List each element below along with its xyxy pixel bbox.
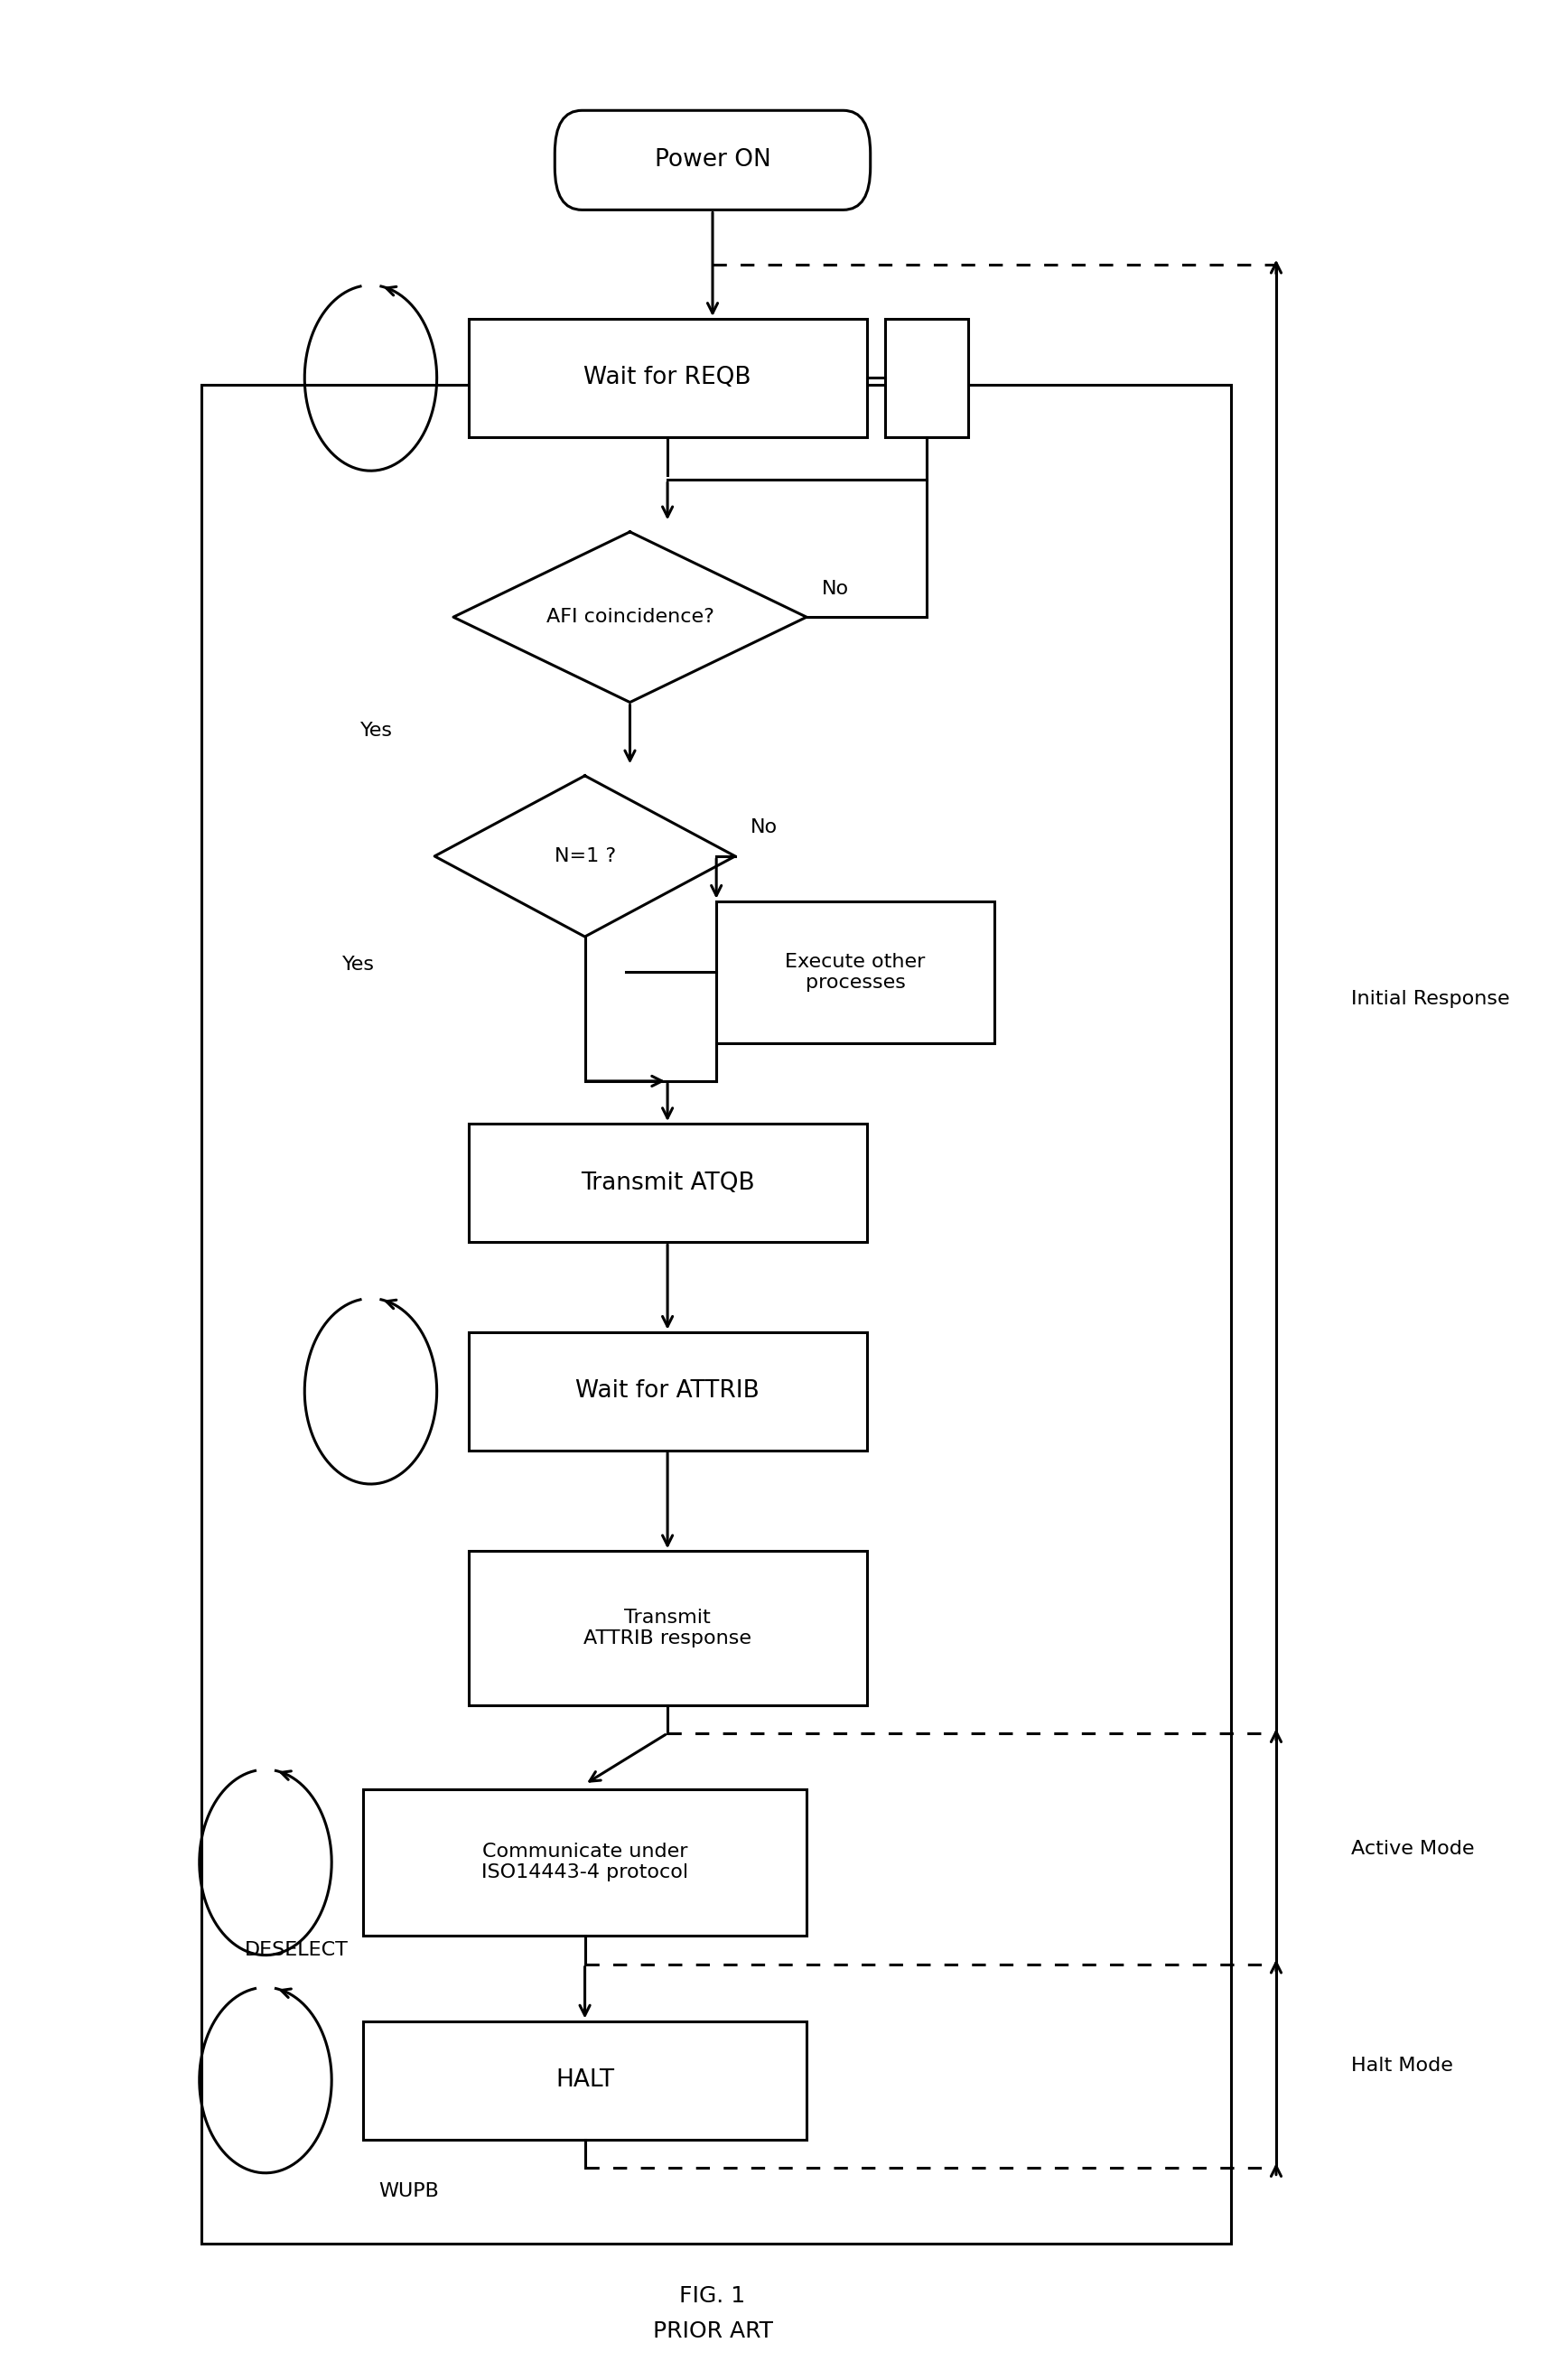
Bar <box>364 1790 807 1935</box>
Polygon shape <box>435 776 735 938</box>
Bar <box>201 386 1231 2244</box>
Bar <box>469 319 867 438</box>
Text: No: No <box>822 581 848 597</box>
Bar <box>469 1333 867 1449</box>
Text: Wait for REQB: Wait for REQB <box>584 367 751 390</box>
Text: Yes: Yes <box>361 721 393 740</box>
Bar <box>717 902 994 1042</box>
Text: Active Mode: Active Mode <box>1351 1840 1475 1859</box>
FancyBboxPatch shape <box>554 109 870 209</box>
Bar <box>885 319 968 438</box>
Text: Communicate under
ISO14443-4 protocol: Communicate under ISO14443-4 protocol <box>481 1842 689 1883</box>
Text: No: No <box>751 819 777 838</box>
Text: PRIOR ART: PRIOR ART <box>653 2320 772 2342</box>
Text: AFI coincidence?: AFI coincidence? <box>546 607 714 626</box>
Text: Transmit
ATTRIB response: Transmit ATTRIB response <box>584 1609 751 1647</box>
Text: Halt Mode: Halt Mode <box>1351 2056 1454 2075</box>
Polygon shape <box>454 531 807 702</box>
Bar <box>469 1552 867 1704</box>
Text: WUPB: WUPB <box>378 2182 438 2199</box>
Text: DESELECT: DESELECT <box>245 1942 348 1959</box>
Text: Transmit ATQB: Transmit ATQB <box>580 1171 754 1195</box>
Bar <box>364 2021 807 2140</box>
Text: Execute other
processes: Execute other processes <box>785 952 926 992</box>
Bar <box>469 1123 867 1242</box>
Text: FIG. 1: FIG. 1 <box>680 2285 746 2306</box>
Text: Yes: Yes <box>342 957 375 973</box>
Text: Initial Response: Initial Response <box>1351 990 1509 1007</box>
Text: Power ON: Power ON <box>655 148 771 171</box>
Text: Wait for ATTRIB: Wait for ATTRIB <box>576 1380 760 1402</box>
Text: N=1 ?: N=1 ? <box>554 847 616 866</box>
Text: HALT: HALT <box>556 2068 615 2092</box>
